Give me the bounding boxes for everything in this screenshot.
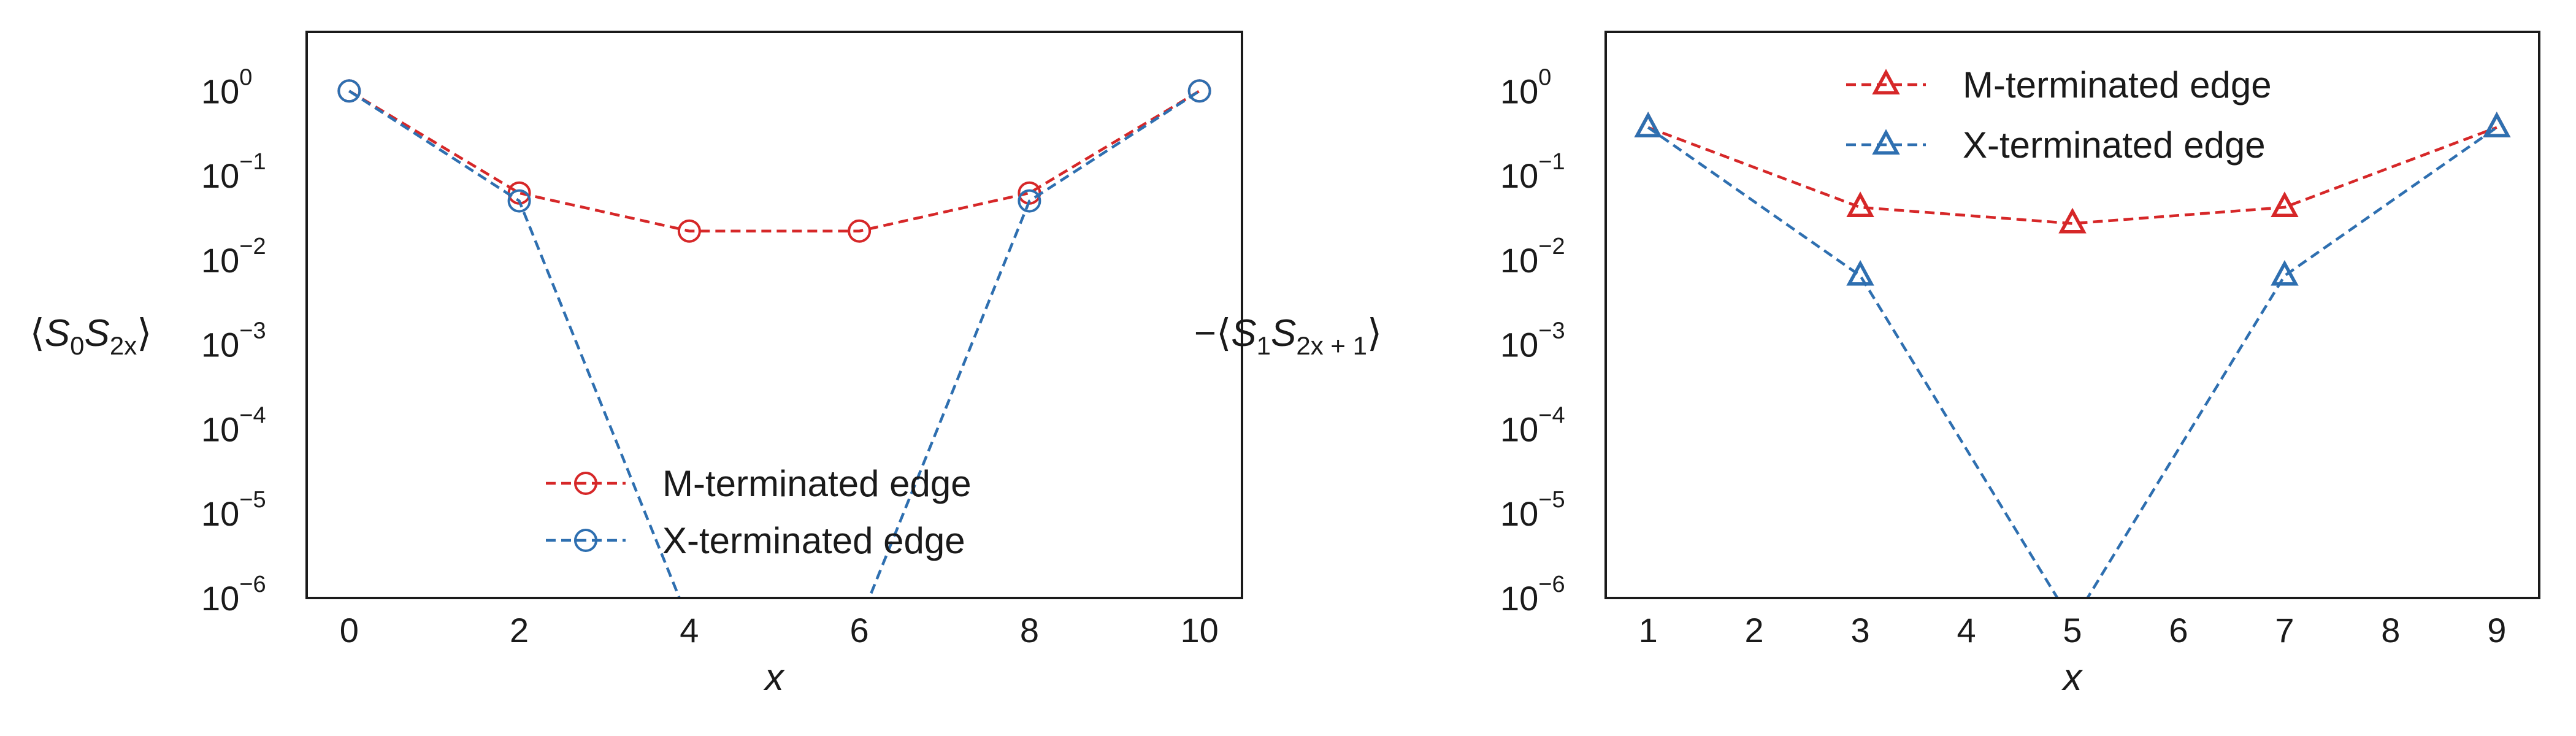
legend-marker: [574, 472, 597, 495]
x-tick-label: 2: [510, 611, 529, 650]
x-tick-label: 7: [2275, 611, 2294, 650]
x-tick-label: 8: [1020, 611, 1039, 650]
legend-label: X-terminated edge: [662, 520, 965, 561]
legend-marker: [574, 529, 597, 552]
data-point: [2483, 112, 2511, 137]
data-point: [1018, 189, 1041, 213]
x-tick-label: 1: [1639, 611, 1658, 650]
data-point: [507, 189, 531, 213]
data-point: [2271, 259, 2299, 286]
axes-frame: [1604, 31, 2540, 599]
y-tick-label: 100: [201, 64, 252, 110]
y-tick-label: 10−3: [201, 318, 266, 364]
plot-area: [337, 79, 1211, 598]
legend-marker: [1872, 69, 1900, 95]
x-tick-label: 0: [340, 611, 359, 650]
series-line: [1647, 126, 2498, 598]
y-axis-label: ⟨S0S2x⟩: [30, 312, 152, 360]
x-tick-label: 5: [2063, 611, 2082, 650]
legend-label: M-terminated edge: [662, 463, 972, 504]
y-tick-label: 10−2: [201, 234, 266, 280]
x-tick-label: 4: [1957, 611, 1976, 650]
chart-panel-right: 1 2 3 4 5 6 7 8 9 100 10−1 10−2 10−3 10−4 10−5 10−6 x −⟨S…: [1194, 31, 2540, 699]
series-line: [348, 90, 1200, 232]
x-tick-label: 9: [2487, 611, 2506, 650]
y-tick-label: 10−4: [1500, 402, 1565, 448]
legend-label: M-terminated edge: [1963, 64, 2272, 105]
data-point: [677, 219, 701, 243]
plot-area: [1634, 112, 2511, 598]
y-tick-label: 10−1: [1500, 149, 1565, 195]
legend: M-terminated edge X-terminated edge: [546, 463, 972, 561]
y-tick-label: 100: [1500, 64, 1551, 110]
legend-marker: [1872, 129, 1900, 155]
x-tick-label: 10: [1181, 611, 1219, 650]
series-x-terminated: [337, 79, 1211, 598]
x-tick-label: 6: [2169, 611, 2188, 650]
series-line: [1647, 126, 2497, 225]
series-line: [348, 90, 1200, 598]
series-m-terminated: [337, 79, 1211, 243]
axes-frame: [305, 31, 1243, 599]
y-tick-label: 10−6: [1500, 572, 1565, 618]
y-axis-label: −⟨S1S2x + 1⟩: [1194, 312, 1382, 360]
y-tick-label: 10−6: [201, 572, 266, 618]
chart-panel-left: 0 2 4 6 8 10 100 10−1 10−2 10−3 10−4 10−5 10−6 x ⟨S0S2…: [30, 31, 1243, 699]
x-tick-label: 2: [1745, 611, 1764, 650]
data-point: [1634, 112, 1662, 137]
legend-label: X-terminated edge: [1963, 125, 2266, 166]
y-tick-label: 10−2: [1500, 234, 1565, 280]
x-tick-label: 8: [2381, 611, 2400, 650]
data-point: [848, 219, 872, 243]
data-point: [1187, 79, 1211, 103]
x-tick-label: 3: [1851, 611, 1870, 650]
data-point: [2058, 207, 2087, 234]
data-point: [337, 79, 361, 103]
y-tick-label: 10−4: [201, 402, 266, 448]
legend: M-terminated edge X-terminated edge: [1846, 64, 2272, 166]
data-point: [2271, 191, 2299, 218]
y-tick-label: 10−3: [1500, 318, 1565, 364]
x-axis-label: x: [2061, 656, 2083, 699]
x-axis-label: x: [763, 656, 785, 699]
data-point: [1846, 191, 1874, 218]
y-tick-label: 10−1: [201, 149, 266, 195]
x-tick-label: 6: [850, 611, 869, 650]
y-tick-label: 10−5: [1500, 487, 1565, 533]
series-x-terminated: [1634, 112, 2511, 598]
y-tick-label: 10−5: [201, 487, 266, 533]
x-tick-label: 4: [680, 611, 699, 650]
data-point: [1846, 259, 1874, 286]
